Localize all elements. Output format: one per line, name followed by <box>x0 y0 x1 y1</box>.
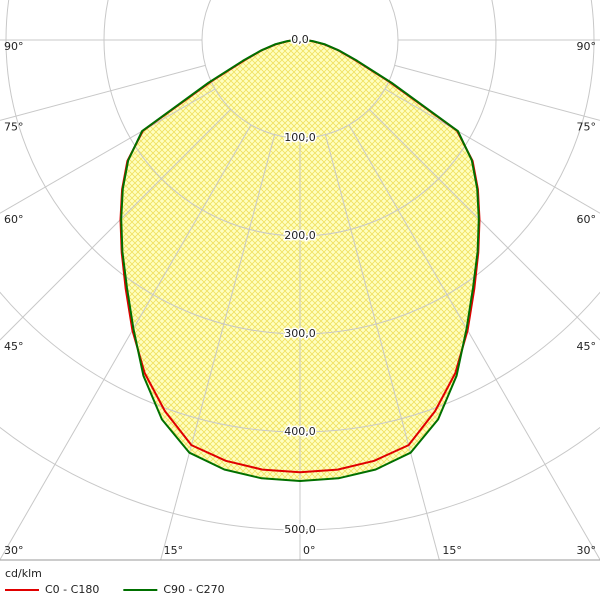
grid-spoke <box>348 124 600 560</box>
unit-label: cd/klm <box>5 567 42 580</box>
legend: C0 - C180 C90 - C270 <box>5 583 225 596</box>
legend-label: C90 - C270 <box>163 583 224 596</box>
angle-tick-label: 60° <box>577 213 597 226</box>
grid-spoke <box>0 88 216 214</box>
grid-spoke <box>0 108 232 341</box>
angle-tick-label: 45° <box>577 340 597 353</box>
angle-tick-label: 90° <box>4 40 24 53</box>
grid-spoke <box>324 134 440 560</box>
radial-tick-label: 500,0 <box>284 523 316 536</box>
angle-tick-label: 90° <box>577 40 597 53</box>
series-line <box>120 39 480 482</box>
angle-tick-label: 75° <box>577 120 597 133</box>
grid-spoke <box>0 64 206 121</box>
angle-tick-label: 15° <box>164 544 184 557</box>
radial-tick-label: 100,0 <box>284 131 316 144</box>
grid-spoke <box>0 124 252 560</box>
angle-tick-label: 75° <box>4 120 24 133</box>
angle-tick-label: 0° <box>303 544 316 557</box>
radial-tick-label: 300,0 <box>284 327 316 340</box>
grid-spoke <box>384 88 600 214</box>
grid-spoke <box>160 134 276 560</box>
angle-tick-label: 60° <box>4 213 24 226</box>
legend-label: C0 - C180 <box>45 583 99 596</box>
plot-area <box>0 0 600 560</box>
angle-tick-label: 15° <box>442 544 462 557</box>
angle-tick-label: 45° <box>4 340 24 353</box>
radial-tick-label: 400,0 <box>284 425 316 438</box>
grid-spoke <box>368 108 600 341</box>
angle-tick-label: 30° <box>577 544 597 557</box>
radial-tick-label: 0,0 <box>291 33 309 46</box>
angle-tick-label: 30° <box>4 544 24 557</box>
radial-tick-label: 200,0 <box>284 229 316 242</box>
labels: 90° 75° 60° 45° 30° 15° 0° 15° 30° 45° 60° 75° 90° 0,… <box>4 32 597 558</box>
grid-spoke <box>394 64 600 121</box>
